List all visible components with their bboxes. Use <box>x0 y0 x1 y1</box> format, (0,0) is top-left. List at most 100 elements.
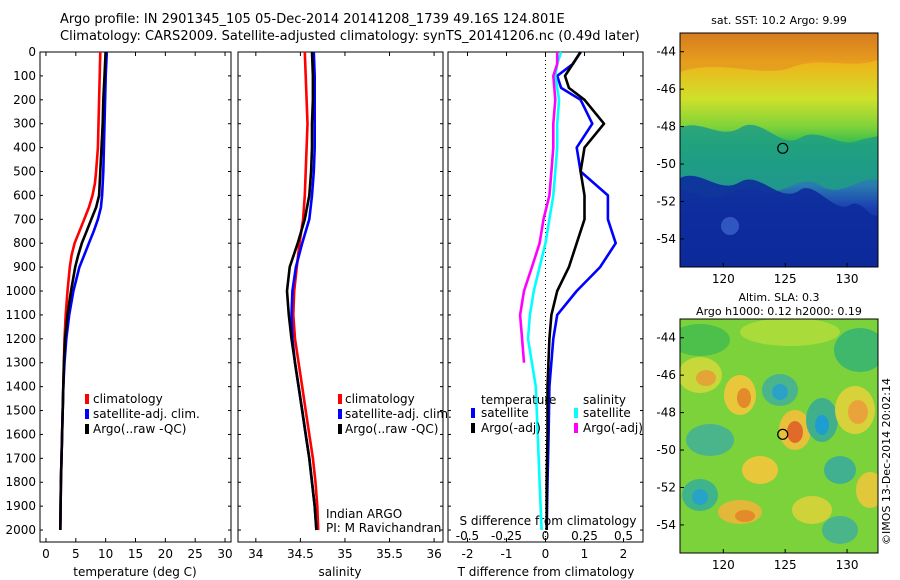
depth-tick-label: 1400 <box>5 380 36 394</box>
s-tick-label: 0.5 <box>614 529 633 543</box>
map-y-tick-label: -52 <box>656 480 676 494</box>
pi-label: PI: M Ravichandran <box>326 521 441 535</box>
depth-tick-label: 400 <box>13 141 36 155</box>
salinity-difference-axis: -0.5-0.2500.250.5 <box>456 529 633 543</box>
depth-tick-label: 2000 <box>5 523 36 537</box>
series-line-argo-raw-qc- <box>59 51 107 531</box>
x-tick-label: 20 <box>158 547 173 561</box>
legend-title-salinity: salinity <box>583 393 626 407</box>
x-tick-label: 35.5 <box>376 547 403 561</box>
s-tick-label: -0.5 <box>456 529 479 543</box>
map-y-tick-label: -46 <box>656 82 676 96</box>
legend-label-argo: Argo(..raw -QC) <box>93 422 186 436</box>
sla-map-title: Altim. SLA: 0.3 <box>738 291 819 304</box>
legend-label-climatology: climatology <box>345 392 415 406</box>
depth-tick-label: 300 <box>13 117 36 131</box>
sst-map-frame <box>679 32 879 268</box>
depth-tick-label: 100 <box>13 69 36 83</box>
map-y-tick-label: -48 <box>656 406 676 420</box>
x-tick-label: 0 <box>542 547 550 561</box>
salinity-legend: climatology satellite-adj. clim. Argo(..… <box>338 392 452 436</box>
temperature-legend: climatology satellite-adj. clim. Argo(..… <box>85 392 200 436</box>
legend-label-satellite: satellite-adj. clim. <box>93 407 200 421</box>
sst-map-title: sat. SST: 10.2 Argo: 9.99 <box>711 14 847 27</box>
series-line-s-satellite <box>526 51 563 531</box>
map-x-tick-label: 125 <box>774 272 797 286</box>
map-y-tick-label: -50 <box>656 157 676 171</box>
s-tick-label: 0.25 <box>571 529 598 543</box>
x-tick-label: 36 <box>426 547 441 561</box>
x-tick-label: 25 <box>188 547 203 561</box>
imos-credit-label: ©IMOS 13-Dec-2014 20:02:14 <box>880 378 893 545</box>
map-y-tick-label: -44 <box>656 331 676 345</box>
legend-swatch-argo <box>85 424 89 434</box>
depth-tick-label: 1100 <box>5 308 36 322</box>
map-y-tick-label: -50 <box>656 443 676 457</box>
x-tick-label: 5 <box>72 547 80 561</box>
depth-tick-label: 700 <box>13 212 36 226</box>
sla-map-subtitle: Argo h1000: 0.12 h2000: 0.19 <box>696 305 862 318</box>
depth-tick-label: 0 <box>28 45 36 59</box>
depth-tick-label: 1600 <box>5 427 36 441</box>
sla-map-frame <box>679 318 879 554</box>
series-line-t-argo-adj- <box>545 51 606 530</box>
legend-label-s-satellite: satellite <box>583 406 631 420</box>
x-tick-label: -2 <box>462 547 474 561</box>
institution-label: Indian ARGO <box>326 507 402 521</box>
difference-series-group <box>518 51 618 531</box>
depth-tick-label: 1900 <box>5 499 36 513</box>
depth-tick-label: 1800 <box>5 475 36 489</box>
series-line-climatology <box>291 51 320 531</box>
map-x-tick-label: 125 <box>774 558 797 572</box>
legend-swatch-s-argo <box>574 423 578 433</box>
page-title-line-1: Argo profile: IN 2901345_105 05-Dec-2014… <box>60 12 565 27</box>
map-y-tick-label: -48 <box>656 120 676 134</box>
legend-label-satellite: satellite-adj. clim. <box>345 407 452 421</box>
temperature-axis-label: temperature (deg C) <box>73 565 196 579</box>
x-tick-label: 10 <box>98 547 113 561</box>
series-line-s-argo-adj- <box>518 52 559 363</box>
argo-position-marker <box>777 428 789 440</box>
map-x-tick-label: 130 <box>836 558 859 572</box>
map-x-tick-label: 130 <box>836 272 859 286</box>
depth-axis: 0 100 200 300 400 500 600 700 800 900 1000 1100 1200… <box>5 45 643 537</box>
series-line-climatology <box>59 51 102 531</box>
depth-tick-label: 800 <box>13 236 36 250</box>
x-tick-label: 30 <box>217 547 232 561</box>
difference-legend: temperature salinity satellite Argo(-adj… <box>471 393 643 435</box>
legend-label-t-satellite: satellite <box>481 406 529 420</box>
x-tick-label: 1 <box>581 547 589 561</box>
x-tick-label: 34 <box>248 547 263 561</box>
depth-tick-label: 1500 <box>5 404 36 418</box>
sst-map-axes: 120 125 130 -44 -46 -48 -50 -52 -54 <box>656 45 858 286</box>
argo-position-marker <box>777 142 789 154</box>
map-y-tick-label: -46 <box>656 368 676 382</box>
map-y-tick-label: -44 <box>656 45 676 59</box>
legend-label-argo: Argo(..raw -QC) <box>345 422 438 436</box>
legend-swatch-climatology <box>85 394 89 404</box>
legend-swatch-satellite <box>85 409 89 419</box>
salinity-axis-label: salinity <box>318 565 361 579</box>
x-tick-label: 0 <box>42 547 50 561</box>
legend-title-temperature: temperature <box>481 393 556 407</box>
sla-map-axes: 120 125 130 -44 -46 -48 -50 -52 -54 <box>656 331 858 572</box>
salinity-x-axis: 34 34.5 35 35.5 36 <box>248 52 442 561</box>
legend-swatch-climatology <box>338 394 342 404</box>
depth-tick-label: 500 <box>13 165 36 179</box>
depth-tick-label: 1700 <box>5 451 36 465</box>
x-tick-label: 15 <box>128 547 143 561</box>
legend-swatch-satellite <box>338 409 342 419</box>
temperature-panel-frame <box>39 51 232 543</box>
x-tick-label: 2 <box>620 547 628 561</box>
depth-tick-label: 900 <box>13 260 36 274</box>
legend-label-t-argo: Argo(-adj) <box>481 421 541 435</box>
x-tick-label: 35 <box>337 547 352 561</box>
depth-tick-label: 1000 <box>5 284 36 298</box>
temperature-series-group <box>59 51 109 531</box>
s-tick-label: -0.25 <box>491 529 522 543</box>
map-y-tick-label: -52 <box>656 194 676 208</box>
depth-tick-label: 200 <box>13 93 36 107</box>
map-y-tick-label: -54 <box>656 232 676 246</box>
page-title-line-2: Climatology: CARS2009. Satellite-adjuste… <box>60 29 640 44</box>
